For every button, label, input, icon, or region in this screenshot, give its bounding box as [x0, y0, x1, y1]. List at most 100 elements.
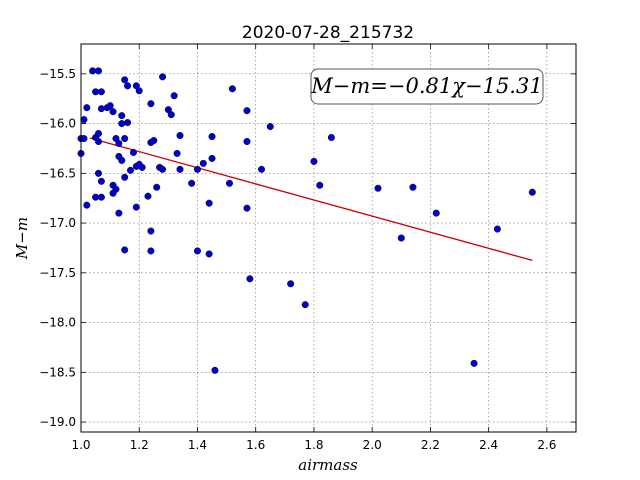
fit-layer [89, 137, 533, 262]
data-point [92, 193, 100, 201]
data-point [92, 88, 100, 96]
data-point [243, 204, 251, 212]
data-point [397, 234, 405, 242]
data-point [144, 192, 152, 200]
fit-annotation: M−m=−0.81χ−15.31 [310, 74, 542, 98]
data-point [208, 133, 216, 141]
data-point [470, 359, 478, 367]
data-point [118, 112, 126, 120]
data-point [176, 132, 184, 140]
data-point [208, 154, 216, 162]
data-point [243, 137, 251, 145]
data-point [147, 227, 155, 235]
chart-title: 2020-07-28_215732 [242, 23, 414, 43]
data-point [94, 137, 102, 145]
data-point [126, 166, 134, 174]
data-point [199, 159, 207, 167]
data-point [167, 111, 175, 119]
data-point [528, 188, 536, 196]
data-point [135, 87, 143, 95]
data-point [493, 225, 501, 233]
y-tick-label: −17.5 [39, 266, 76, 280]
data-point [89, 67, 97, 75]
data-point [115, 209, 123, 217]
data-point [374, 184, 382, 192]
data-point [266, 123, 274, 131]
data-point [327, 134, 335, 142]
x-tick-label: 2.0 [363, 438, 382, 452]
x-tick-label: 1.4 [188, 438, 207, 452]
fit-annotation-box [310, 68, 544, 105]
data-point [243, 107, 251, 115]
data-point [83, 201, 91, 209]
data-point [432, 209, 440, 217]
ticks-layer: 1.0 1.2 1.4 1.6 1.8 2.0 2.2 2.4 2.6 −15.5 −16.0 −16… [39, 44, 576, 452]
data-point [109, 108, 117, 116]
data-point [159, 165, 167, 173]
data-point [205, 250, 213, 258]
data-point [153, 183, 161, 191]
x-tick-label: 1.0 [71, 438, 90, 452]
data-point [121, 76, 129, 84]
data-point [193, 247, 201, 255]
data-point [310, 157, 318, 165]
data-point [225, 179, 233, 187]
data-point [129, 148, 137, 156]
fit-line [89, 137, 533, 262]
data-point [409, 183, 417, 191]
data-point [94, 67, 102, 75]
data-point [138, 163, 146, 171]
data-point [80, 116, 88, 124]
x-tick-label: 1.8 [304, 438, 323, 452]
data-point [211, 366, 219, 374]
data-point [118, 156, 126, 164]
data-point [106, 102, 114, 110]
data-point [301, 301, 309, 309]
data-point [121, 173, 129, 181]
data-point [159, 73, 167, 81]
y-tick-label: −16.0 [39, 117, 76, 131]
y-tick-label: −18.5 [39, 365, 76, 379]
x-tick-label: 2.6 [537, 438, 556, 452]
data-point [170, 92, 178, 100]
data-point [80, 135, 88, 143]
plot-frame [80, 43, 577, 433]
x-tick-label: 2.2 [421, 438, 440, 452]
points-layer [77, 67, 536, 374]
data-point [147, 247, 155, 255]
plot-area [81, 44, 576, 432]
data-point [132, 203, 140, 211]
data-point [150, 137, 158, 145]
data-point [205, 199, 213, 207]
y-tick-label: −16.5 [39, 166, 76, 180]
y-tick-label: −15.5 [39, 67, 76, 81]
data-point [124, 82, 132, 90]
x-tick-label: 1.2 [130, 438, 149, 452]
data-point [147, 100, 155, 108]
x-tick-label: 1.6 [246, 438, 265, 452]
data-point [121, 246, 129, 254]
data-point [121, 135, 129, 143]
data-point [115, 139, 123, 147]
data-point [124, 119, 132, 127]
y-tick-label: −18.0 [39, 316, 76, 330]
data-point [97, 193, 105, 201]
data-point [109, 189, 117, 197]
data-point [83, 104, 91, 112]
data-point [176, 165, 184, 173]
y-tick-label: −17.0 [39, 216, 76, 230]
y-tick-label: −19.0 [39, 415, 76, 429]
data-point [316, 181, 324, 189]
x-tick-label: 2.4 [479, 438, 498, 452]
y-axis-label: M−m [13, 217, 31, 260]
x-axis-label: airmass [298, 456, 358, 474]
data-point [246, 275, 254, 283]
data-point [97, 88, 105, 96]
data-point [258, 165, 266, 173]
data-point [118, 120, 126, 128]
data-point [97, 177, 105, 185]
data-point [173, 149, 181, 157]
data-point [188, 179, 196, 187]
data-point [228, 85, 236, 93]
